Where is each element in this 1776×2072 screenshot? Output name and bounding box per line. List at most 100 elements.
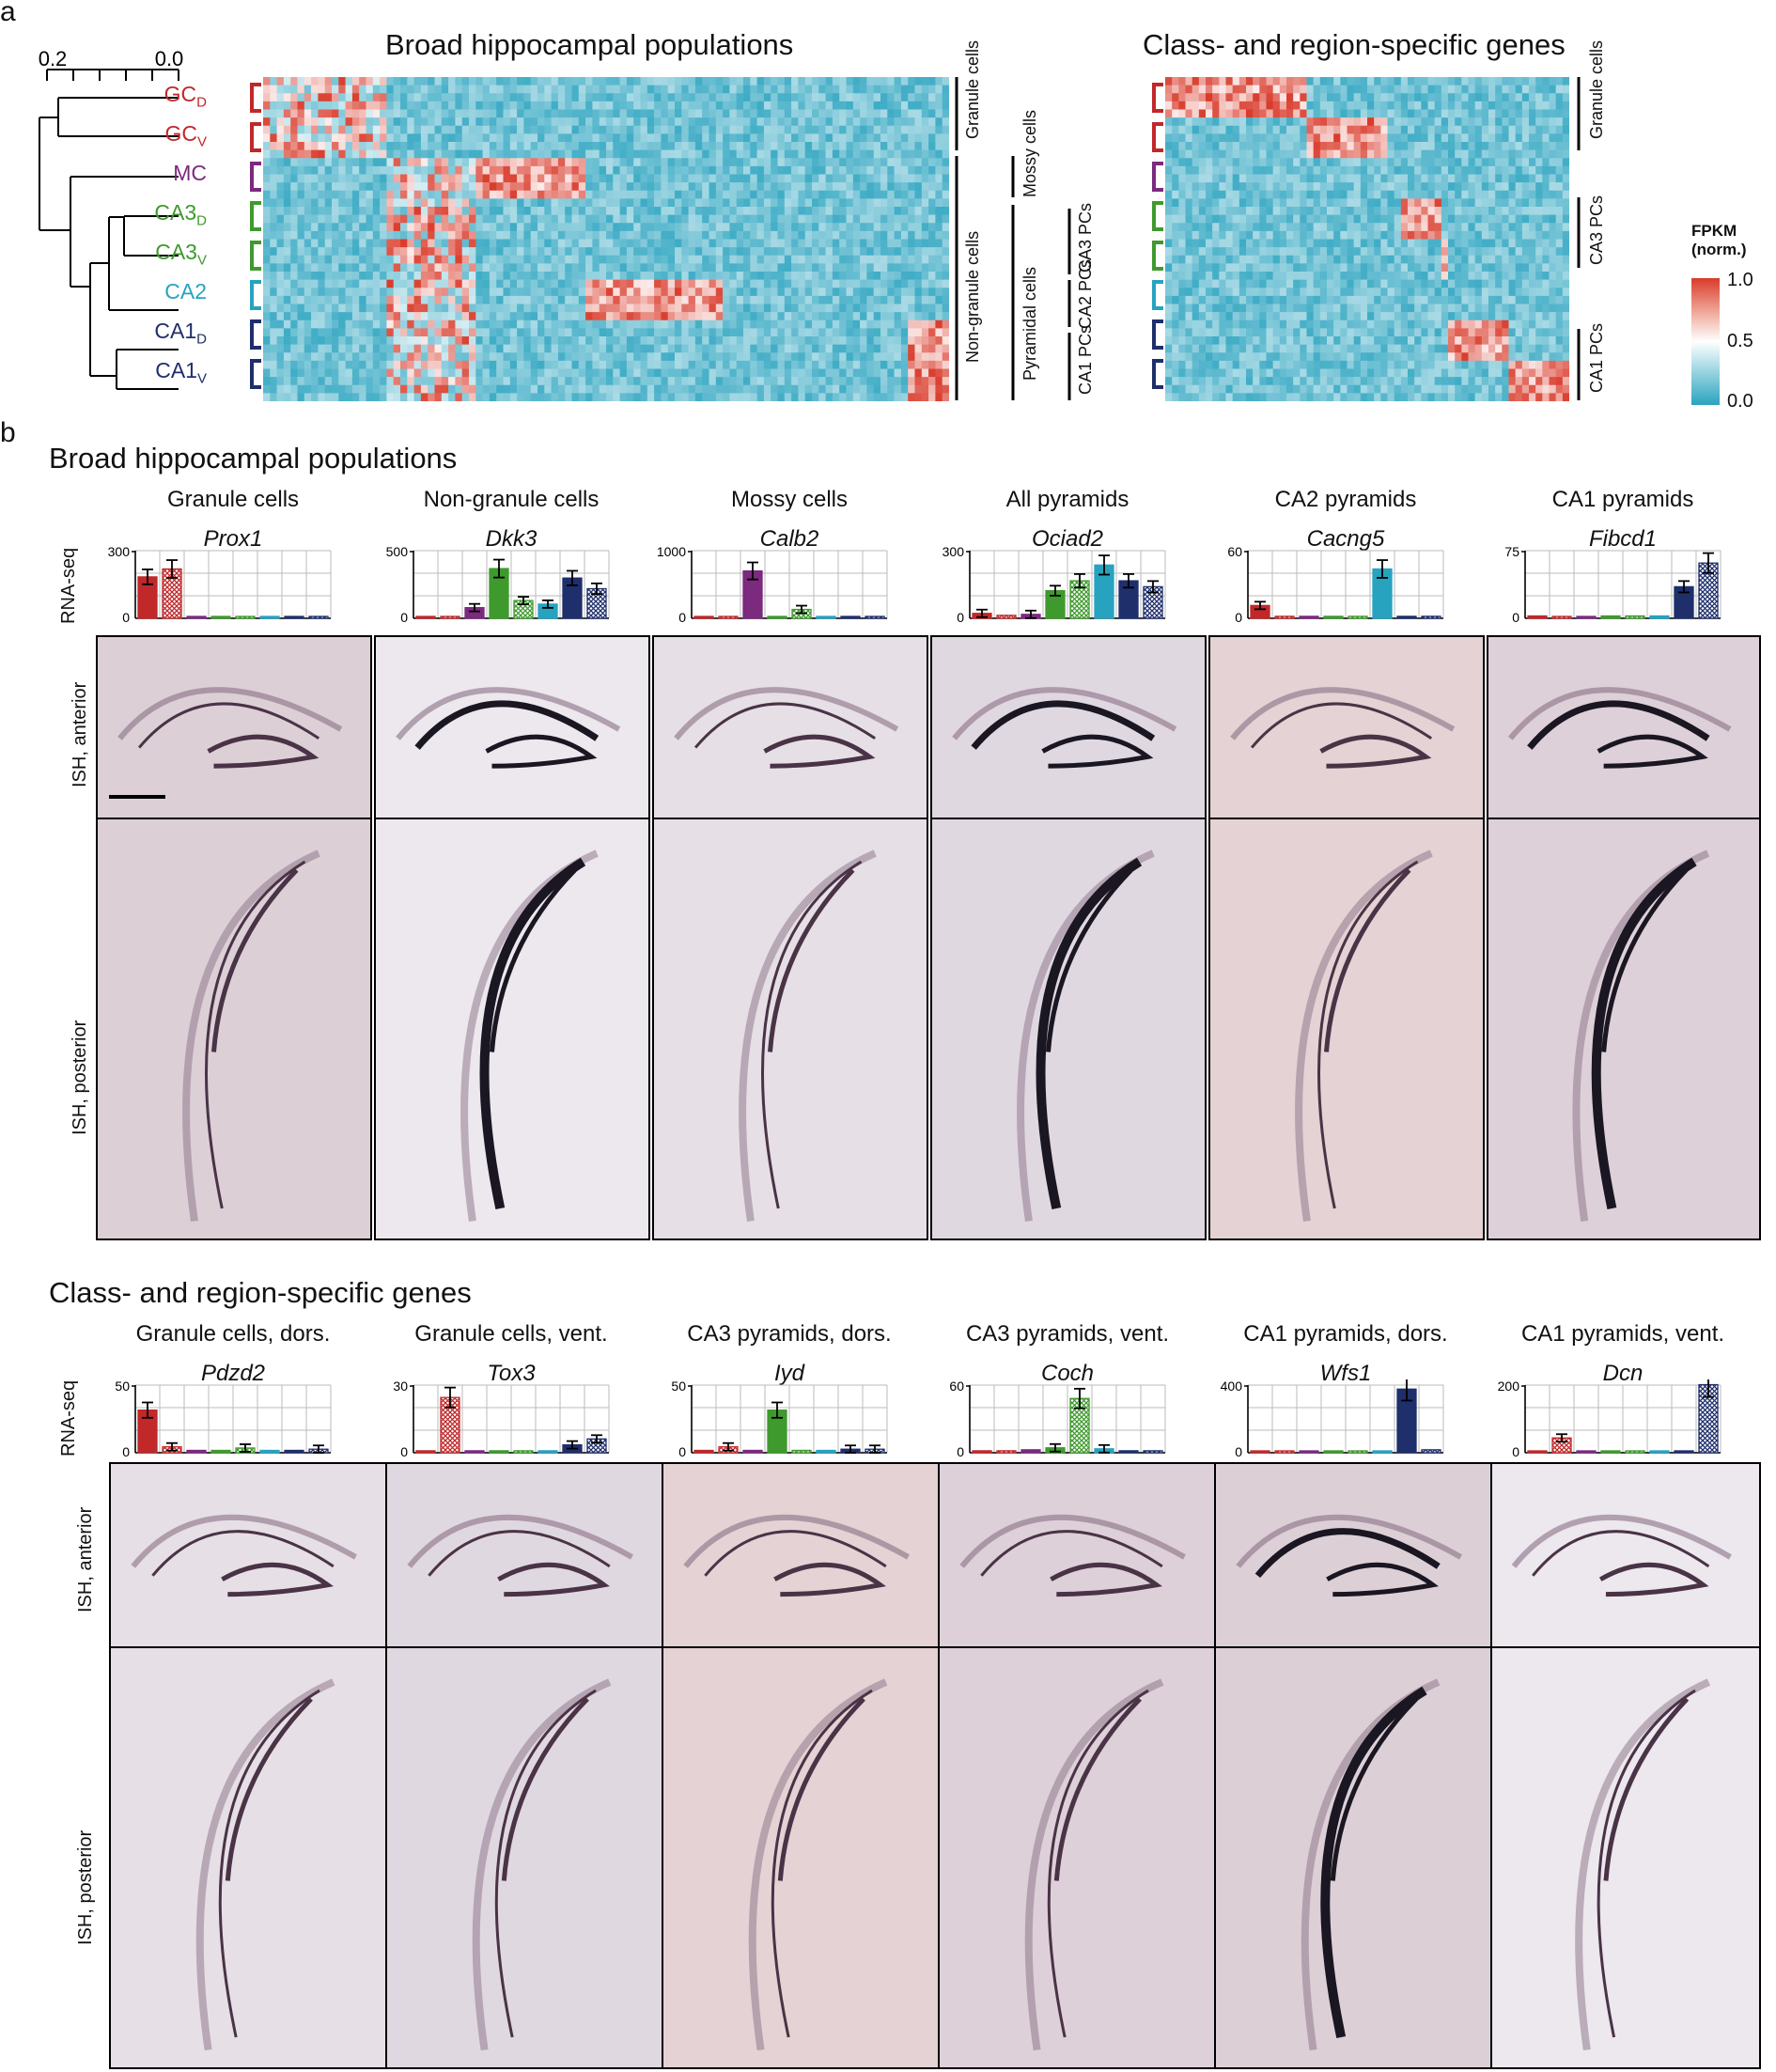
heatmap-cell xyxy=(756,344,765,353)
heatmap-cell xyxy=(1293,158,1301,167)
heatmap-cell xyxy=(1272,125,1281,134)
heatmap-cell xyxy=(1272,182,1281,192)
heatmap-cell xyxy=(661,165,668,175)
heatmap-cell xyxy=(565,304,572,313)
heatmap-cell xyxy=(832,207,840,215)
heatmap-cell xyxy=(509,190,518,199)
heatmap-cell xyxy=(283,109,291,118)
heatmap-cell xyxy=(633,263,641,273)
heatmap-cell xyxy=(763,344,771,353)
heatmap-cell xyxy=(723,393,730,401)
heatmap-cell xyxy=(1488,165,1496,175)
heatmap-cell xyxy=(681,336,689,345)
heatmap-cell xyxy=(715,149,724,159)
heatmap-cell xyxy=(1481,198,1489,208)
heatmap-cell xyxy=(420,377,428,386)
heatmap-cell xyxy=(359,247,366,257)
heatmap-cell xyxy=(866,190,874,199)
heatmap-cell xyxy=(366,230,374,240)
heatmap-cell xyxy=(372,384,381,394)
heatmap-cell xyxy=(640,247,648,257)
heatmap-cell xyxy=(860,93,867,102)
heatmap-cell xyxy=(1246,109,1254,118)
heatmap-cell xyxy=(942,344,949,353)
heatmap-cell xyxy=(675,360,682,369)
heatmap-cell xyxy=(496,360,504,369)
heatmap-cell xyxy=(914,336,923,345)
heatmap-cell xyxy=(942,336,949,345)
heatmap-cell xyxy=(393,190,401,199)
heatmap-cell xyxy=(900,255,909,264)
heatmap-cell xyxy=(537,117,545,127)
heatmap-cell xyxy=(804,158,813,167)
heatmap-cell xyxy=(324,93,333,102)
heatmap-cell xyxy=(640,319,648,329)
heatmap-cell xyxy=(434,312,443,321)
heatmap-cell xyxy=(729,360,737,369)
heatmap-cell xyxy=(441,295,449,304)
heatmap-cell xyxy=(448,125,456,134)
heatmap-cell xyxy=(469,328,476,337)
heatmap-cell xyxy=(551,344,559,353)
heatmap-cell xyxy=(667,393,676,401)
heatmap-cell xyxy=(1387,133,1394,143)
heatmap-cell xyxy=(688,158,696,167)
heatmap-cell xyxy=(585,117,593,127)
heatmap-cell xyxy=(771,247,778,257)
heatmap-cell xyxy=(647,279,655,288)
heatmap-cell xyxy=(852,158,861,167)
heatmap-cell xyxy=(852,230,861,240)
heatmap-cell xyxy=(318,336,325,345)
heatmap-cell xyxy=(846,239,854,248)
heatmap-cell xyxy=(304,272,312,280)
heatmap-cell xyxy=(345,255,353,264)
heatmap-cell xyxy=(894,117,902,127)
heatmap-cell xyxy=(386,214,394,224)
heatmap-cell xyxy=(860,312,867,321)
heatmap-cell xyxy=(407,223,414,232)
heatmap-cell xyxy=(914,165,923,175)
heatmap-cell xyxy=(1367,85,1375,94)
heatmap-cell xyxy=(832,214,840,224)
heatmap-cell xyxy=(475,263,483,273)
heatmap-cell xyxy=(1421,142,1428,150)
heatmap-cell xyxy=(723,77,730,86)
heatmap-cell xyxy=(736,182,744,192)
heatmap-cell xyxy=(263,198,271,208)
heatmap-cell xyxy=(908,312,915,321)
heatmap-cell xyxy=(1212,182,1220,192)
heatmap-cell xyxy=(619,214,628,224)
heatmap-cell xyxy=(565,149,572,159)
heatmap-cell xyxy=(1434,142,1442,150)
heatmap-cell xyxy=(359,165,366,175)
heatmap-cell xyxy=(359,393,366,401)
heatmap-cell xyxy=(681,368,689,378)
heatmap-cell xyxy=(784,247,792,257)
heatmap-cell xyxy=(1414,142,1422,150)
heatmap-cell xyxy=(544,125,552,134)
heatmap-cell xyxy=(860,304,867,313)
heatmap-cell xyxy=(380,207,387,215)
heatmap-cell xyxy=(1535,142,1543,150)
heatmap-cell xyxy=(694,223,703,232)
heatmap-cell xyxy=(290,165,298,175)
heatmap-cell xyxy=(804,247,813,257)
heatmap-cell xyxy=(812,319,819,329)
heatmap-cell xyxy=(654,368,662,378)
heatmap-cell xyxy=(750,93,757,102)
heatmap-cell xyxy=(1461,149,1469,159)
heatmap-cell xyxy=(304,255,312,264)
heatmap-cell xyxy=(1414,77,1422,86)
heatmap-cell xyxy=(263,272,271,280)
heatmap-cell xyxy=(756,377,765,386)
heatmap-cell xyxy=(750,77,757,86)
population-bracket xyxy=(1152,359,1163,389)
heatmap-cell xyxy=(1333,133,1341,143)
heatmap-cell xyxy=(276,312,285,321)
heatmap-cell xyxy=(469,304,476,313)
heatmap-cell xyxy=(1353,101,1362,110)
heatmap-cell xyxy=(1455,182,1462,192)
heatmap-cell xyxy=(694,279,703,288)
heatmap-cell xyxy=(798,198,805,208)
heatmap-cell xyxy=(585,344,593,353)
